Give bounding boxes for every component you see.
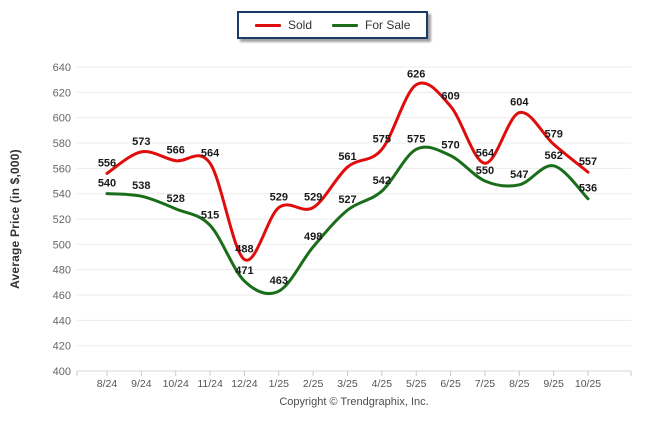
x-tick-label: 8/24 (97, 378, 118, 390)
data-label: 498 (304, 231, 322, 243)
legend-label-for-sale: For Sale (365, 18, 411, 32)
y-tick-label: 620 (53, 87, 71, 99)
data-label: 515 (201, 209, 219, 221)
x-tick-label: 8/25 (509, 378, 530, 390)
x-tick-label: 7/25 (475, 378, 496, 390)
copyright-text: Copyright © Trendgraphix, Inc. (279, 396, 429, 408)
data-label: 564 (201, 147, 220, 159)
data-label: 561 (338, 151, 356, 163)
x-tick-label: 1/25 (269, 378, 290, 390)
data-label: 538 (132, 180, 150, 192)
data-label: 529 (304, 192, 322, 204)
data-label: 529 (270, 192, 288, 204)
data-label: 564 (476, 147, 495, 159)
data-label: 573 (132, 136, 150, 148)
data-label: 626 (407, 69, 425, 81)
data-label: 557 (579, 156, 597, 168)
data-label: 566 (167, 145, 185, 157)
data-label: 604 (510, 97, 529, 109)
data-label: 570 (441, 140, 459, 152)
for-sale-line (105, 145, 590, 296)
data-label: 528 (167, 193, 185, 205)
x-tick-label: 12/24 (231, 378, 257, 390)
x-tick-label: 6/25 (440, 378, 461, 390)
data-label: 542 (373, 175, 391, 187)
data-label: 575 (373, 133, 391, 145)
y-tick-label: 580 (53, 138, 71, 150)
y-tick-label: 480 (53, 265, 71, 277)
y-tick-label: 460 (53, 290, 71, 302)
y-tick-label: 600 (53, 113, 71, 125)
legend-item-sold: Sold (255, 19, 312, 31)
y-tick-label: 500 (53, 239, 71, 251)
x-tick-label: 2/25 (303, 378, 324, 390)
data-label: 471 (235, 265, 253, 277)
x-tick-label: 10/25 (575, 378, 601, 390)
sold-line (105, 81, 590, 262)
data-label: 575 (407, 133, 425, 145)
y-tick-label: 400 (53, 366, 71, 378)
x-tick-label: 10/24 (163, 378, 189, 390)
y-tick-label: 420 (53, 341, 71, 353)
y-tick-label: 540 (53, 189, 71, 201)
sold-line-swatch-icon (255, 23, 281, 27)
data-label: 579 (544, 128, 562, 140)
y-tick-label: 440 (53, 315, 71, 327)
data-label: 609 (441, 90, 459, 102)
data-label: 547 (510, 169, 528, 181)
y-tick-label: 520 (53, 214, 71, 226)
legend-item-for-sale: For Sale (332, 19, 410, 31)
data-label: 540 (98, 178, 116, 190)
legend: Sold For Sale (237, 11, 429, 39)
y-tick-label: 560 (53, 163, 71, 175)
y-tick-label: 640 (53, 62, 71, 74)
x-tick-label: 5/25 (406, 378, 427, 390)
data-label: 527 (338, 194, 356, 206)
x-tick-label: 9/25 (543, 378, 564, 390)
x-tick-label: 3/25 (337, 378, 358, 390)
x-tick-label: 11/24 (197, 378, 223, 390)
data-label: 556 (98, 157, 116, 169)
legend-label-sold: Sold (288, 18, 313, 32)
x-tick-label: 4/25 (372, 378, 393, 390)
x-tick-label: 9/24 (131, 378, 152, 390)
data-label: 463 (270, 275, 288, 287)
data-label: 550 (476, 165, 494, 177)
data-label: 562 (544, 150, 562, 162)
for-sale-line-swatch-icon (332, 23, 359, 27)
data-label: 536 (579, 183, 597, 195)
data-label: 488 (235, 244, 253, 256)
